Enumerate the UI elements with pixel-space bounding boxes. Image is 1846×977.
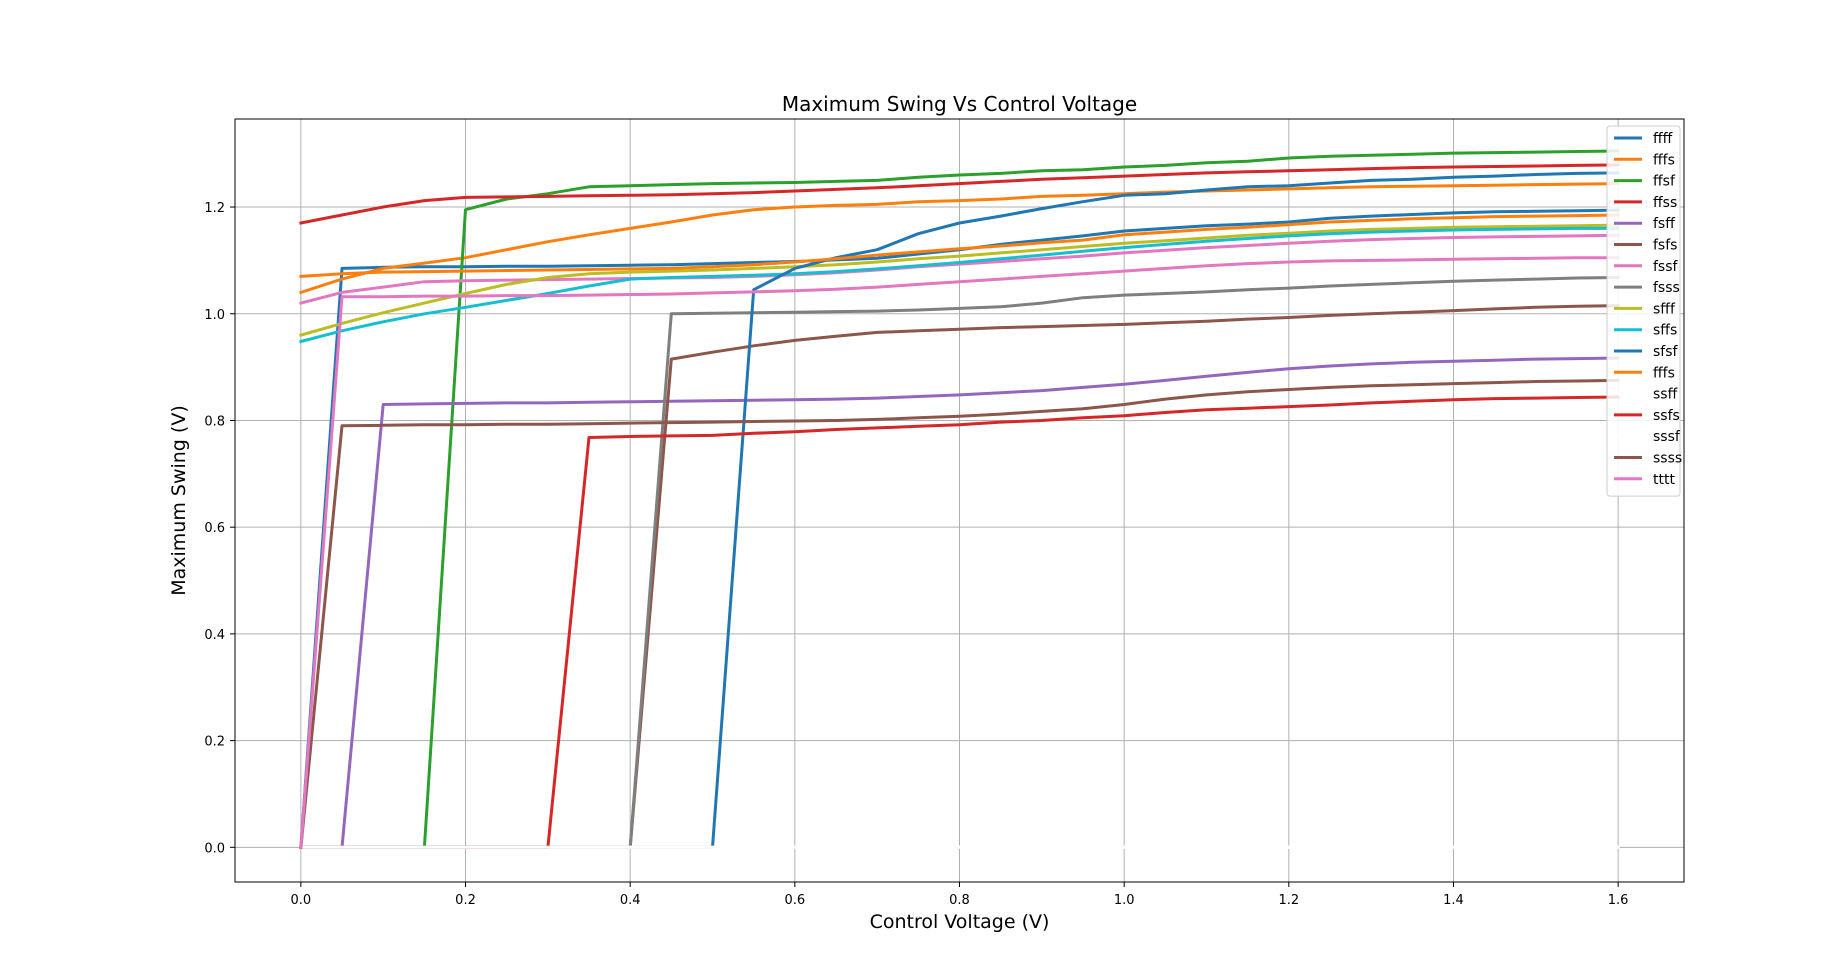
series-line-sfff [299, 223, 1620, 337]
y-axis-title: Maximum Swing (V) [168, 405, 190, 596]
series-line-sffs [299, 226, 1620, 344]
x-tick-label: 0.4 [620, 893, 641, 908]
series-line-fffs [299, 182, 1620, 295]
legend-label: sssf [1653, 429, 1681, 445]
legend-label: sffs [1653, 323, 1677, 339]
x-tick-label: 1.6 [1608, 893, 1629, 908]
legend-label: ffff [1653, 131, 1673, 147]
series-line-tttt [299, 256, 1620, 849]
x-tick-label: 0.2 [455, 893, 476, 908]
chart-title: Maximum Swing Vs Control Voltage [782, 92, 1137, 116]
x-tick-label: 1.2 [1278, 893, 1299, 908]
y-tick-label: 1.2 [204, 201, 225, 216]
legend-label: ffss [1653, 195, 1677, 211]
legend-label: ssss [1653, 451, 1682, 467]
legend-label: fffs [1653, 152, 1675, 168]
legend-label: tttt [1653, 472, 1675, 488]
series-line-ssss [299, 378, 1620, 849]
series-line-fssf [299, 233, 1620, 305]
y-tick-label: 0.6 [204, 521, 225, 536]
y-tick-label: 0.2 [204, 735, 225, 750]
legend-label: sfff [1653, 301, 1676, 317]
legend-label: fffs [1653, 365, 1675, 381]
y-tick-label: 0.0 [204, 841, 225, 856]
legend-label: fsff [1653, 216, 1675, 232]
legend-label: sfsf [1653, 344, 1679, 360]
x-tick-label: 1.4 [1443, 893, 1464, 908]
legend: ffff fffs ffsf ffss fsff fsfs fssf fsss sfff sffs… [1606, 125, 1682, 497]
legend-label: ssff [1653, 387, 1678, 403]
y-tick-label: 1.0 [204, 308, 225, 323]
x-tick-label: 0.8 [949, 893, 970, 908]
legend-label: ssfs [1653, 408, 1680, 424]
axes: 0.0 0.2 0.4 0.6 0.8 1.0 1.2 1.4 1.6 0.0 0.2 0.4 0.6 0… [204, 201, 1628, 908]
x-tick-label: 0.6 [784, 893, 805, 908]
legend-box [1606, 125, 1681, 497]
series-lines [299, 149, 1620, 849]
legend-label: fsss [1653, 280, 1680, 296]
x-tick-label: 1.0 [1114, 893, 1135, 908]
x-tick-label: 0.0 [291, 893, 312, 908]
series-line-fffs [299, 213, 1620, 278]
legend-label: fssf [1653, 259, 1679, 275]
legend-label: fsfs [1653, 238, 1677, 254]
x-axis-title: Control Voltage (V) [870, 911, 1050, 933]
y-tick-label: 0.8 [204, 414, 225, 429]
series-line-ffss [299, 163, 1620, 225]
y-tick-label: 0.4 [204, 628, 225, 643]
series-line-fsff [299, 356, 1620, 849]
legend-label: ffsf [1653, 174, 1676, 190]
